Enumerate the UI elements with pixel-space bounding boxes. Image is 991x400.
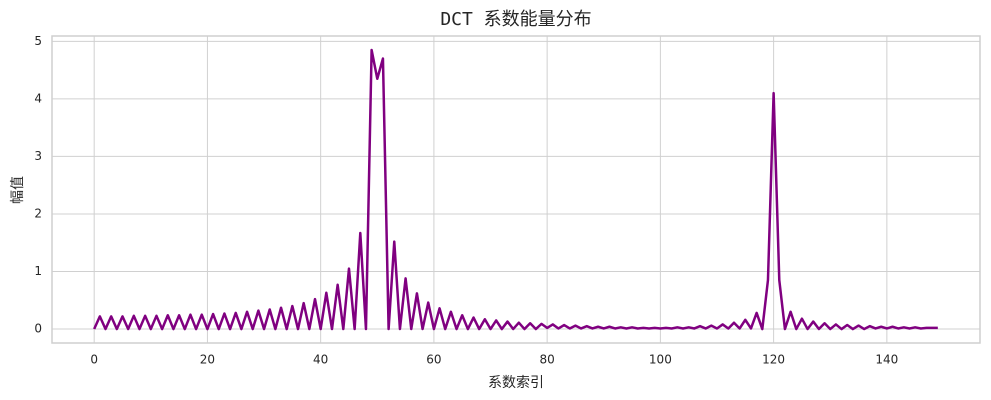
y-tick-label: 1 <box>34 264 42 278</box>
y-tick-label: 3 <box>34 149 42 163</box>
x-tick-label: 60 <box>426 353 441 367</box>
x-tick-label: 20 <box>200 353 215 367</box>
x-axis-label: 系数索引 <box>488 374 544 391</box>
y-tick-label: 4 <box>34 91 42 105</box>
x-tick-label: 0 <box>90 353 98 367</box>
x-tick-label: 120 <box>762 353 785 367</box>
x-tick-label: 140 <box>875 353 898 367</box>
y-tick-label: 2 <box>34 206 42 220</box>
x-tick-label: 40 <box>313 353 328 367</box>
data-line <box>93 48 938 331</box>
y-tick-label: 0 <box>34 322 42 336</box>
plot-frame <box>51 35 981 344</box>
y-tick-label: 5 <box>34 34 42 48</box>
x-tick-label: 100 <box>649 353 672 367</box>
x-tick-label: 80 <box>540 353 555 367</box>
y-axis-label: 幅值 <box>10 176 26 204</box>
chart-title: DCT 系数能量分布 <box>440 9 591 30</box>
